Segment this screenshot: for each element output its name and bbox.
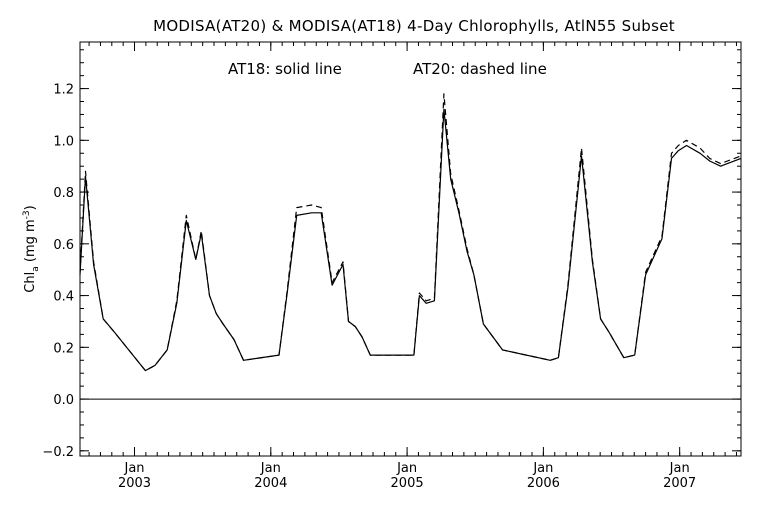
plot-frame	[79, 41, 742, 457]
y-axis-label-main: Chl	[23, 272, 38, 293]
y-axis-label-unit: (mg m	[23, 219, 38, 266]
y-tick-label: 0.2	[53, 341, 74, 356]
x-tick-year-label: 2003	[118, 476, 151, 491]
y-tick-label: 0.8	[53, 186, 74, 201]
x-tick-month-label: Jan	[260, 461, 281, 476]
y-tick-label: 0.4	[53, 290, 74, 305]
y-tick-label: 0.0	[53, 393, 74, 408]
axis-ticks: −0.20.00.20.40.60.81.01.2Jan2003Jan2004J…	[42, 42, 741, 491]
x-tick-month-label: Jan	[123, 461, 144, 476]
x-tick-month-label: Jan	[396, 461, 417, 476]
y-tick-label: −0.2	[42, 445, 74, 460]
series-line-at20	[79, 93, 742, 372]
x-tick-year-label: 2005	[391, 476, 424, 491]
y-axis-label: Chla (mg m-3)	[22, 205, 41, 292]
y-axis-label-superscript: -3	[22, 210, 32, 219]
legend-solid-note: AT18: solid line	[228, 60, 342, 78]
y-tick-label: 1.2	[53, 83, 74, 98]
x-tick-year-label: 2007	[663, 476, 696, 491]
data-series	[79, 93, 742, 400]
x-tick-month-label: Jan	[669, 461, 690, 476]
y-tick-label: 0.6	[53, 238, 74, 253]
series-line-at18	[79, 108, 742, 372]
x-tick-year-label: 2006	[527, 476, 560, 491]
y-tick-label: 1.0	[53, 134, 74, 149]
y-axis-label-close: )	[23, 205, 38, 210]
legend-dashed-note: AT20: dashed line	[413, 60, 547, 78]
x-tick-year-label: 2004	[254, 476, 287, 491]
x-tick-month-label: Jan	[532, 461, 553, 476]
y-axis-label-subscript: a	[31, 266, 41, 272]
chart-title: MODISA(AT20) & MODISA(AT18) 4-Day Chloro…	[153, 17, 675, 35]
